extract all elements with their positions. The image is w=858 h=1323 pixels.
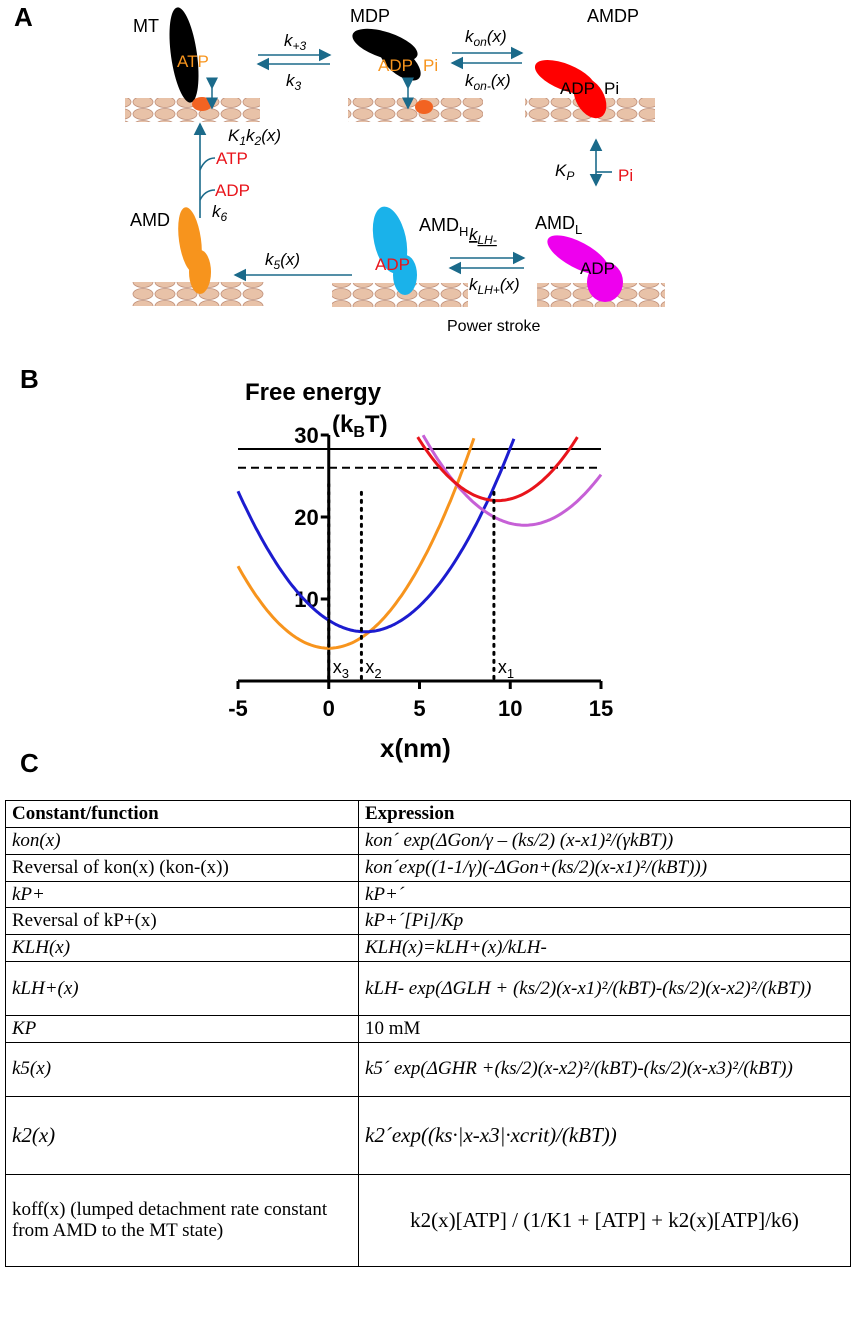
state-label-mdp: MDP bbox=[350, 6, 390, 26]
table-cell: kLH- exp(ΔGLH + (ks/2)(x-x1)²/(kBT)-(ks/… bbox=[358, 961, 851, 1017]
amdp-adp-label: ADP bbox=[560, 79, 595, 98]
y-axis-label: (kBT) bbox=[332, 411, 388, 441]
table-cell: kon´exp((1-1/γ)(-ΔGon+(ks/2)(x-x1)²/(kBT… bbox=[358, 853, 851, 882]
motor-amdl-state: ADP bbox=[547, 235, 623, 302]
energy-curve-4 bbox=[416, 436, 579, 503]
position-marker-label: x2 bbox=[365, 657, 381, 681]
table-cell: Reversal of kon(x) (kon-(x)) bbox=[5, 853, 359, 882]
svg-text:k6: k6 bbox=[212, 202, 228, 224]
svg-text:kLH-: kLH- bbox=[469, 225, 497, 247]
amdh-adp-label: ADP bbox=[375, 255, 410, 274]
table-cell: kon´ exp(ΔGon/γ – (ks/2) (x-x1)²/(γkBT)) bbox=[358, 826, 851, 855]
power-stroke-label: Power stroke bbox=[447, 318, 540, 335]
svg-text:k5(x): k5(x) bbox=[265, 250, 300, 272]
energy-curve-2 bbox=[236, 438, 516, 634]
y-tick-label: 30 bbox=[294, 423, 318, 448]
table-row: kP+ kP+´ bbox=[5, 880, 851, 909]
svg-text:kon(x): kon(x) bbox=[465, 27, 507, 49]
rate-constants-table: Constant/function Expression kon(x) kon´ … bbox=[5, 800, 851, 1267]
table-row: koff(x) (lumped detachment rate constant… bbox=[5, 1173, 851, 1267]
x-tick-label: 15 bbox=[589, 696, 613, 721]
kinetic-cycle-diagram: ATP MT ADP Pi MDP ADP Pi AMDP ADP AMDH A… bbox=[125, 6, 665, 335]
amdp-pi-label: Pi bbox=[604, 79, 619, 98]
table-cell: k2´exp((ks·|x-x3|·xcrit)/(kBT)) bbox=[358, 1095, 851, 1175]
table-cell: kon(x) bbox=[5, 826, 359, 855]
motor-amd-state bbox=[178, 207, 211, 294]
svg-text:kLH+(x): kLH+(x) bbox=[469, 275, 520, 297]
table-header-cell: Expression bbox=[358, 800, 851, 828]
x-tick-label: 5 bbox=[413, 696, 425, 721]
table-header-row: Constant/function Expression bbox=[5, 800, 851, 828]
state-label-amdh: AMDH bbox=[419, 215, 468, 239]
table-cell: k5(x) bbox=[5, 1041, 359, 1097]
motor-mt-state: ATP bbox=[169, 7, 218, 111]
rate-arrows bbox=[193, 46, 612, 282]
energy-curve-1 bbox=[236, 437, 476, 650]
panel-label-a: A bbox=[14, 2, 33, 32]
table-cell: 10 mM bbox=[358, 1015, 851, 1043]
table-row: kLH+(x) kLH- exp(ΔGLH + (ks/2)(x-x1)²/(kB… bbox=[5, 961, 851, 1017]
table-cell: Reversal of kP+(x) bbox=[5, 907, 359, 936]
atp-in-label: ATP bbox=[216, 149, 248, 168]
table-cell: kLH+(x) bbox=[5, 961, 359, 1017]
table-row: kon(x) kon´ exp(ΔGon/γ – (ks/2) (x-x1)²/(… bbox=[5, 826, 851, 855]
x-tick-label: 10 bbox=[498, 696, 522, 721]
state-label-amd: AMD bbox=[130, 210, 170, 230]
table-cell: kP+ bbox=[5, 880, 359, 909]
svg-text:k+3: k+3 bbox=[284, 31, 307, 53]
adp-out-label: ADP bbox=[215, 181, 250, 200]
table-cell: k5´ exp(ΔGHR +(ks/2)(x-x2)²/(kBT)-(ks/2)… bbox=[358, 1041, 851, 1097]
table-cell: k2(x) bbox=[5, 1095, 359, 1175]
rate-labels: k+3 k3 kon(x) kon-(x) KP kLH- kLH+(x) k5… bbox=[212, 27, 574, 297]
svg-text:K1k2(x): K1k2(x) bbox=[228, 126, 281, 148]
svg-text:KP: KP bbox=[555, 161, 574, 183]
table-cell: koff(x) (lumped detachment rate constant… bbox=[5, 1173, 359, 1267]
x-tick-label: -5 bbox=[228, 696, 248, 721]
table-row: k5(x) k5´ exp(ΔGHR +(ks/2)(x-x2)²/(kBT)-(… bbox=[5, 1041, 851, 1097]
mdp-adp-label: ADP bbox=[378, 56, 413, 75]
x-axis-label: x(nm) bbox=[380, 733, 451, 763]
table-row: KLH(x) KLH(x)=kLH+(x)/kLH- bbox=[5, 934, 851, 963]
motor-mdp-state: ADP Pi bbox=[352, 28, 438, 114]
svg-text:kon-(x): kon-(x) bbox=[465, 71, 511, 93]
table-cell: kP+´ bbox=[358, 880, 851, 909]
y-tick-label: 20 bbox=[294, 505, 318, 530]
svg-text:k3: k3 bbox=[286, 71, 302, 93]
panel-label-b: B bbox=[20, 364, 39, 394]
table-row: Reversal of kP+(x) kP+´[Pi]/Kp bbox=[5, 907, 851, 936]
table-cell: KLH(x)=kLH+(x)/kLH- bbox=[358, 934, 851, 963]
table-row: Reversal of kon(x) (kon-(x)) kon´exp((1-1… bbox=[5, 853, 851, 882]
amdl-adp-label: ADP bbox=[580, 259, 615, 278]
state-label-amdl: AMDL bbox=[535, 213, 582, 237]
pi-out-label: Pi bbox=[618, 166, 633, 185]
x-tick-label: 0 bbox=[323, 696, 335, 721]
table-cell: k2(x)[ATP] / (1/K1 + [ATP] + k2(x)[ATP]/… bbox=[358, 1173, 851, 1267]
mt-atp-label: ATP bbox=[177, 52, 209, 71]
table-cell: KLH(x) bbox=[5, 934, 359, 963]
table-header-cell: Constant/function bbox=[5, 800, 359, 828]
state-label-amdp: AMDP bbox=[587, 6, 639, 26]
state-label-mt: MT bbox=[133, 16, 159, 36]
table-cell: kP+´[Pi]/Kp bbox=[358, 907, 851, 936]
motor-amdh-state: ADP bbox=[372, 206, 417, 295]
panel-label-c: C bbox=[20, 748, 39, 778]
motor-amdp-state: ADP Pi bbox=[534, 60, 619, 119]
position-marker-label: x1 bbox=[498, 657, 514, 681]
position-marker-label: x3 bbox=[333, 657, 349, 681]
table-row: KP 10 mM bbox=[5, 1015, 851, 1043]
mdp-pi-label: Pi bbox=[423, 56, 438, 75]
table-cell: KP bbox=[5, 1015, 359, 1043]
chart-title: Free energy bbox=[245, 379, 382, 406]
table-row: k2(x) k2´exp((ks·|x-x3|·xcrit)/(kBT)) bbox=[5, 1095, 851, 1175]
